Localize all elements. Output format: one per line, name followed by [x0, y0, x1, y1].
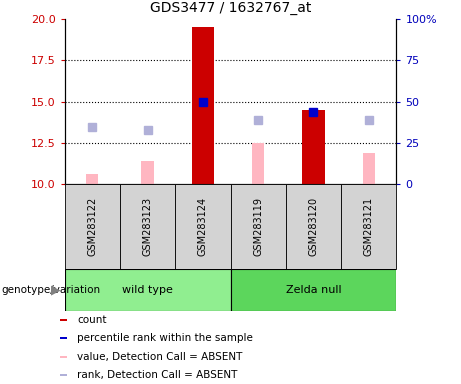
- Bar: [175, 184, 230, 269]
- Bar: [230, 184, 286, 269]
- Bar: [120, 184, 175, 269]
- Text: count: count: [77, 315, 107, 325]
- Text: value, Detection Call = ABSENT: value, Detection Call = ABSENT: [77, 352, 243, 362]
- Bar: [252, 143, 264, 184]
- Text: percentile rank within the sample: percentile rank within the sample: [77, 333, 254, 343]
- Bar: [192, 28, 214, 184]
- Text: GSM283120: GSM283120: [308, 197, 319, 256]
- Bar: [302, 110, 325, 184]
- Text: GSM283124: GSM283124: [198, 197, 208, 256]
- Bar: [60, 356, 67, 358]
- Text: wild type: wild type: [122, 285, 173, 295]
- Bar: [60, 338, 67, 339]
- Bar: [286, 184, 341, 269]
- Bar: [341, 184, 396, 269]
- Text: genotype/variation: genotype/variation: [1, 285, 100, 295]
- Bar: [363, 153, 375, 184]
- Text: GSM283123: GSM283123: [142, 197, 153, 256]
- Bar: [65, 269, 230, 311]
- Text: Zelda null: Zelda null: [286, 285, 341, 295]
- Bar: [60, 319, 67, 321]
- Text: ▶: ▶: [51, 283, 60, 296]
- Bar: [142, 161, 154, 184]
- Bar: [230, 269, 396, 311]
- Text: GSM283121: GSM283121: [364, 197, 374, 256]
- Bar: [60, 374, 67, 376]
- Text: rank, Detection Call = ABSENT: rank, Detection Call = ABSENT: [77, 370, 238, 380]
- Text: GSM283119: GSM283119: [253, 197, 263, 256]
- Text: GSM283122: GSM283122: [87, 197, 97, 256]
- Title: GDS3477 / 1632767_at: GDS3477 / 1632767_at: [150, 2, 311, 15]
- Bar: [86, 174, 98, 184]
- Bar: [65, 184, 120, 269]
